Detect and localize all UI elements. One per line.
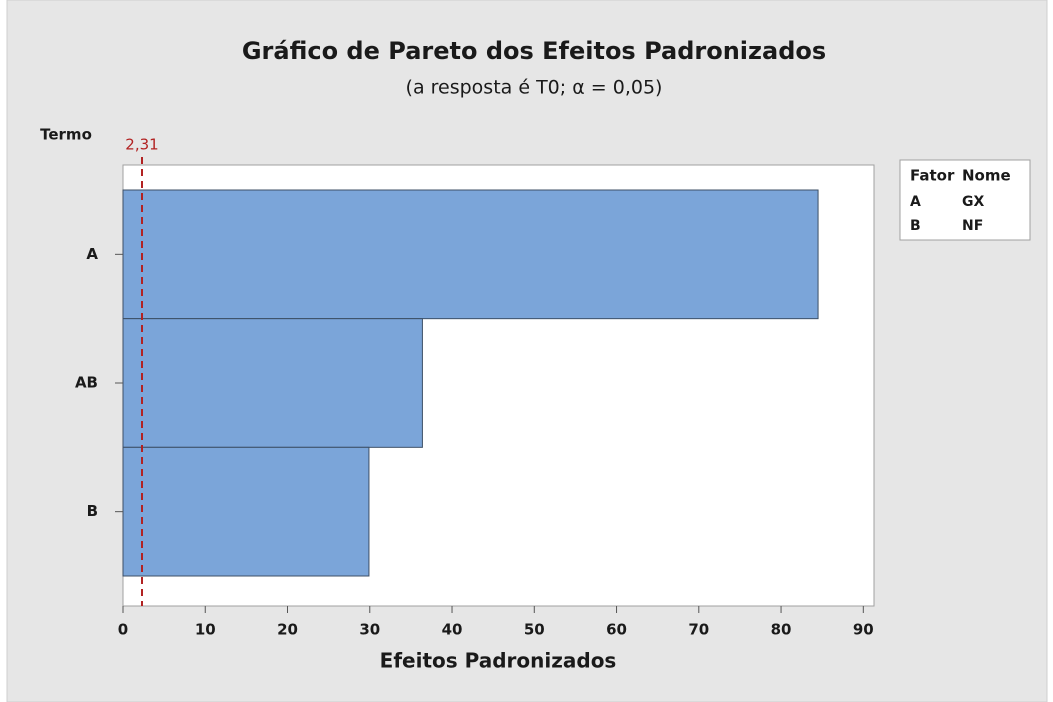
x-tick-label: 10 [195, 621, 216, 639]
legend-cell: GX [962, 194, 984, 210]
x-tick-label: 0 [118, 621, 128, 639]
y-tick-label: AB [75, 374, 98, 392]
chart-subtitle: (a resposta é T0; α = 0,05) [406, 77, 663, 99]
bar [122, 318, 423, 448]
x-axis-label: Efeitos Padronizados [380, 649, 617, 673]
x-tick-label: 50 [524, 621, 545, 639]
y-tick-label: B [87, 502, 98, 520]
bar [122, 446, 370, 577]
legend-cell: B [910, 218, 921, 234]
legend-header: Nome [962, 167, 1011, 185]
x-tick-label: 20 [277, 621, 298, 639]
x-tick-label: 40 [442, 621, 463, 639]
y-axis-label: Termo [40, 126, 92, 144]
legend-box [899, 159, 1031, 241]
reference-label: 2,31 [125, 136, 158, 154]
x-tick-label: 90 [853, 621, 874, 639]
y-tick-label: A [86, 245, 98, 263]
legend-header: Fator [910, 167, 955, 185]
x-tick-label: 70 [688, 621, 709, 639]
legend-cell: NF [962, 218, 983, 234]
legend-cell: A [910, 194, 921, 210]
chart-title: Gráfico de Pareto dos Efeitos Padronizad… [242, 37, 826, 65]
bar [122, 189, 819, 320]
x-tick-label: 80 [771, 621, 792, 639]
x-tick-label: 60 [606, 621, 627, 639]
x-tick-label: 30 [359, 621, 380, 639]
